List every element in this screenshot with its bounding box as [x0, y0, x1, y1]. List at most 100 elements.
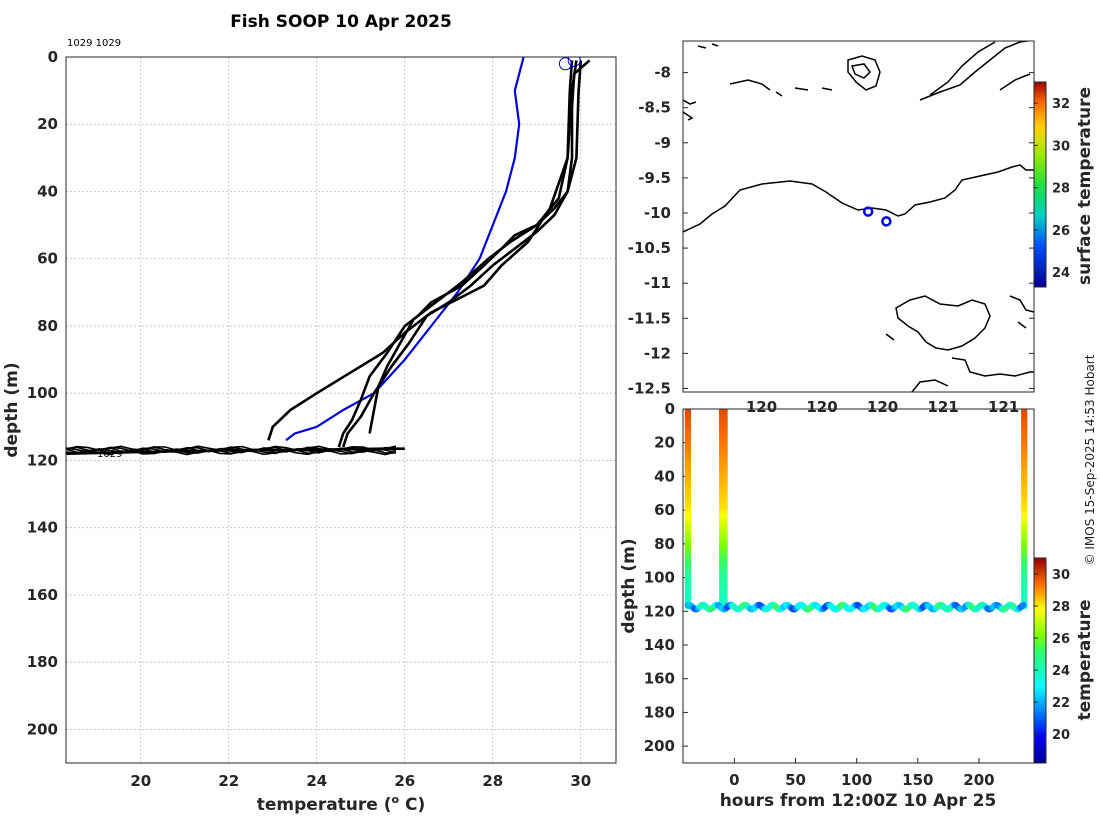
section-y-tick-label: 120 — [644, 602, 675, 620]
profile-y-tick-label: 20 — [37, 115, 58, 133]
section-colorbar-tick-label: 28 — [1052, 600, 1070, 615]
profile-x-label-part-1: temperature ( — [257, 795, 392, 815]
figure-title: Fish SOOP 10 Apr 2025 — [230, 12, 452, 32]
coastline-northeast — [919, 41, 1033, 101]
map-x-ticks: 120 120 120 121 121 — [746, 398, 1019, 416]
section-y-label: depth (m) — [619, 538, 639, 633]
map-y-tick-label: -12 — [644, 344, 671, 362]
profile-y-tick-label: 40 — [37, 182, 58, 200]
section-bottom-sample — [1020, 601, 1027, 609]
map-points — [862, 206, 892, 227]
map-colorbar-tick-label: 30 — [1052, 139, 1070, 154]
section-colorbar-tick-label: 24 — [1052, 664, 1070, 679]
credit-text: © IMOS 15-Sep-2025 14:53 Hobart — [1083, 354, 1097, 565]
map-colorbar-label: surface temperature — [1075, 87, 1095, 285]
profile-x-label: temperature (o C) — [257, 793, 426, 815]
profile-lines — [66, 57, 591, 456]
map-y-tick-label: -10.5 — [628, 239, 671, 257]
profile-markers — [558, 57, 581, 71]
profile-x-tick-label: 20 — [130, 772, 151, 790]
section-y-ticks: 0 20 40 60 80 100 120 140 160 180 200 — [644, 400, 688, 755]
section-y-tick-label: 100 — [644, 569, 675, 587]
coastline-islets — [683, 43, 833, 121]
section-y-tick-label: 60 — [654, 501, 675, 519]
map-y-tick-label: -9.5 — [638, 169, 671, 187]
section-y-tick-label: 160 — [644, 670, 675, 688]
map-colorbar — [1033, 81, 1047, 288]
map-y-tick-label: -12.5 — [628, 379, 671, 397]
coastline-south-others — [885, 295, 1034, 392]
profile-y-tick-label: 120 — [27, 451, 58, 469]
profile-y-ticks: 0 20 40 60 80 100 120 140 160 180 200 — [27, 48, 58, 738]
section-frame — [682, 408, 1035, 764]
profile-y-tick-label: 160 — [27, 586, 58, 604]
section-x-tick-label: 200 — [963, 771, 994, 789]
profile-annotation-top: 1029 1029 — [67, 38, 121, 49]
map-cast-location — [862, 206, 874, 217]
section-x-tick-label: 150 — [902, 771, 933, 789]
section-x-tick-label: 50 — [785, 771, 806, 789]
section-data — [684, 409, 1028, 613]
profile-y-tick-label: 80 — [37, 317, 58, 335]
map-y-ticks: -8 -8.5 -9 -9.5 -10 -10.5 -11 -11.5 -12 -12.5 — [628, 64, 1034, 397]
map-y-tick-label: -9 — [654, 134, 671, 152]
section-x-tick-label: 0 — [729, 771, 739, 789]
profile-bottom-scribble — [66, 449, 397, 456]
map-y-tick-label: -8 — [654, 64, 671, 82]
profile-y-label: depth (m) — [2, 362, 22, 457]
map-colorbar-tick-label: 32 — [1052, 97, 1070, 112]
map-colorbar-tick-label: 28 — [1052, 182, 1070, 197]
map-x-tick-label: 120 — [806, 398, 837, 416]
profile-series-line — [368, 60, 574, 434]
profile-x-tick-label: 22 — [218, 772, 239, 790]
profile-y-tick-label: 180 — [27, 653, 58, 671]
profile-series-line — [341, 60, 583, 448]
section-y-tick-label: 200 — [644, 737, 675, 755]
section-colorbar — [1033, 557, 1047, 764]
profile-x-tick-label: 30 — [570, 772, 591, 790]
profile-x-tick-label: 24 — [306, 772, 327, 790]
coastline-south-island — [895, 295, 991, 351]
section-colorbar-tick-label: 26 — [1052, 632, 1070, 647]
profile-x-tick-label: 26 — [394, 772, 415, 790]
profile-y-tick-label: 200 — [27, 720, 58, 738]
profile-panel: 0 20 40 60 80 100 120 140 160 180 200 20 22 24 26 28 30… — [2, 38, 617, 815]
map-y-tick-label: -11.5 — [628, 309, 671, 327]
profile-y-tick-label: 100 — [27, 384, 58, 402]
coastline-main — [683, 164, 1034, 233]
coastlines — [683, 41, 1034, 392]
map-y-tick-label: -10 — [644, 204, 671, 222]
section-colorbar-label: temperature — [1075, 599, 1095, 720]
profile-y-tick-label: 0 — [48, 48, 58, 66]
map-x-tick-label: 121 — [988, 398, 1019, 416]
section-colorbar-tick-label: 22 — [1052, 696, 1070, 711]
profile-y-tick-label: 140 — [27, 519, 58, 537]
section-y-tick-label: 180 — [644, 703, 675, 721]
profile-start-marker — [567, 57, 581, 67]
profile-x-ticks: 20 22 24 26 28 30 — [130, 772, 591, 790]
map-panel: -8 -8.5 -9 -9.5 -10 -10.5 -11 -11.5 -12 -12.5 120… — [628, 40, 1095, 416]
section-y-tick-label: 20 — [654, 434, 675, 452]
map-cast-location — [881, 216, 892, 227]
profile-series-line — [337, 59, 591, 448]
section-y-tick-label: 40 — [654, 467, 675, 485]
section-y-tick-label: 0 — [665, 400, 675, 418]
profile-series-line — [267, 60, 578, 441]
map-y-tick-label: -8.5 — [638, 99, 671, 117]
section-colorbar-ticks: 20 22 24 26 28 30 — [1034, 568, 1070, 743]
section-colorbar-tick-label: 20 — [1052, 728, 1070, 743]
map-y-tick-label: -11 — [644, 274, 671, 292]
profile-x-label-part-3: C) — [399, 795, 425, 815]
profile-y-tick-label: 60 — [37, 250, 58, 268]
section-x-ticks: 0 50 100 150 200 — [729, 758, 995, 789]
coastline-island — [847, 55, 881, 91]
map-x-tick-label: 120 — [867, 398, 898, 416]
map-frame — [682, 40, 1035, 393]
section-x-label: hours from 12:00Z 10 Apr 25 — [720, 791, 997, 811]
section-colorbar-tick-label: 30 — [1052, 568, 1070, 583]
profile-grid — [66, 56, 616, 763]
section-x-tick-label: 100 — [841, 771, 872, 789]
map-x-tick-label: 121 — [927, 398, 958, 416]
